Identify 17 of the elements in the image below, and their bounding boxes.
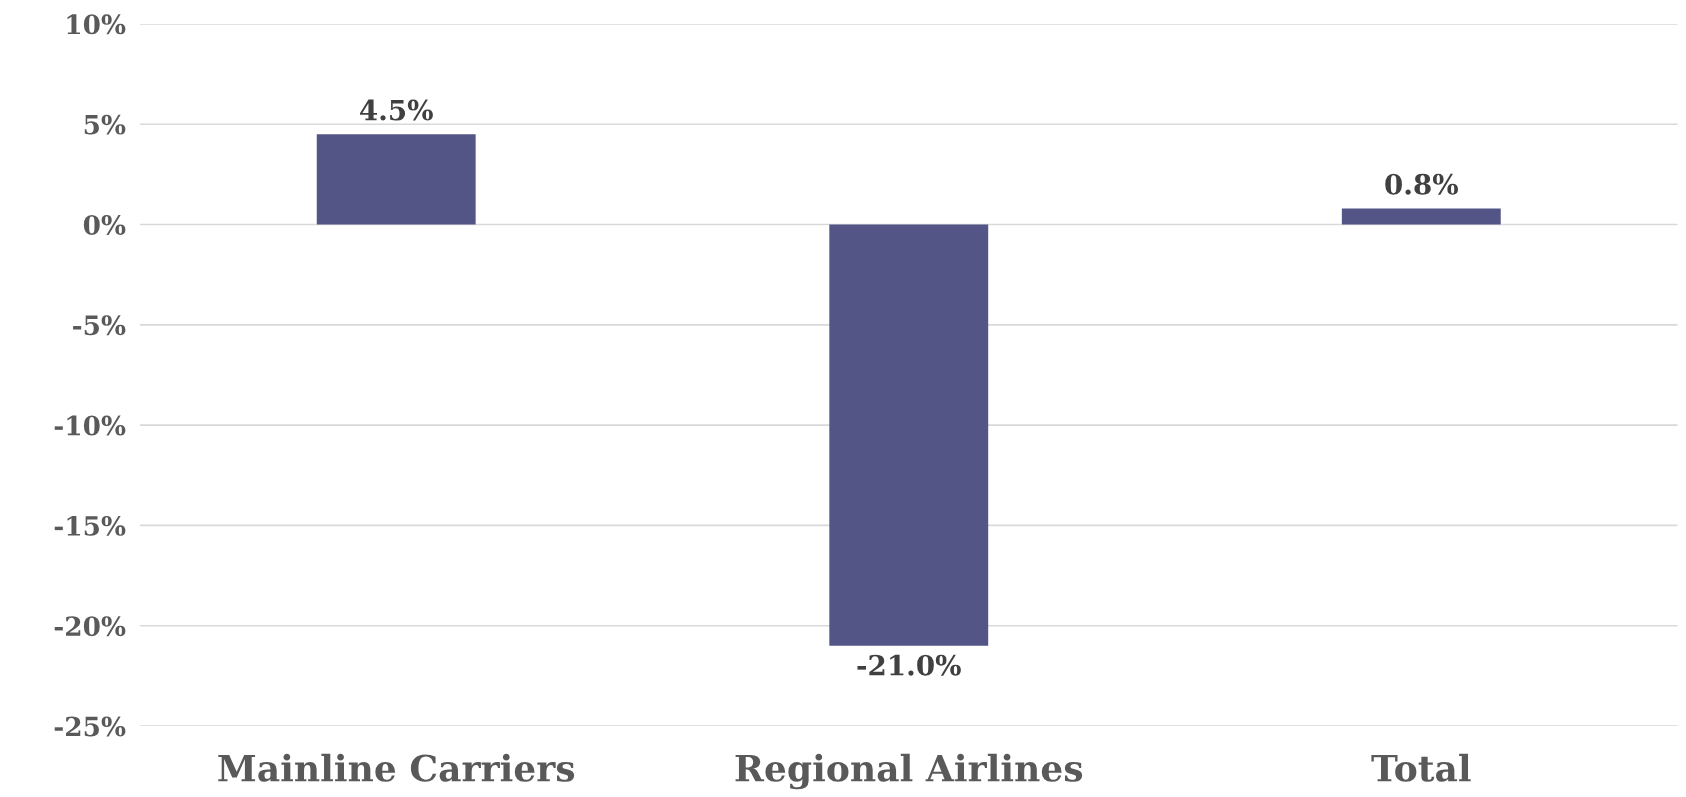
data-label: 0.8% [1385, 173, 1458, 195]
y-tick-label: 10% [67, 14, 126, 35]
data-label: -21.0% [857, 654, 961, 676]
y-tick-label: -25% [54, 716, 126, 737]
y-tick-label: -5% [73, 315, 126, 336]
y-tick-label: -15% [54, 515, 126, 536]
y-tick-label: -10% [54, 415, 126, 436]
x-tick-label: Regional Airlines [735, 753, 1083, 790]
data-label: 4.5% [359, 99, 433, 121]
bar [316, 134, 476, 225]
x-tick-label: Total [1371, 753, 1471, 782]
x-tick-label: Mainline Carriers [218, 753, 575, 782]
bar [1341, 208, 1501, 225]
y-tick-label: 0% [83, 214, 126, 235]
y-tick-label: -20% [54, 616, 126, 637]
y-tick-label: 5% [84, 114, 126, 135]
bar [829, 224, 989, 646]
